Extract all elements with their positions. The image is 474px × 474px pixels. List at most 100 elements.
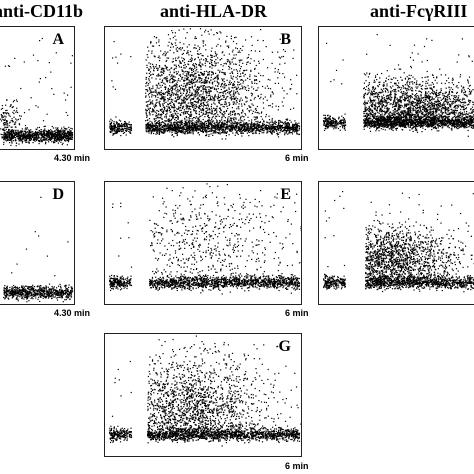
data-point — [250, 127, 252, 129]
data-point — [201, 73, 203, 75]
data-point — [164, 65, 166, 67]
data-point — [252, 123, 254, 125]
data-point — [211, 64, 213, 67]
data-point — [117, 130, 119, 133]
data-point — [191, 92, 193, 94]
data-point — [19, 138, 22, 140]
data-point — [38, 143, 40, 145]
data-point — [158, 60, 161, 62]
data-point — [224, 128, 226, 130]
data-point — [190, 108, 192, 110]
data-point — [253, 60, 255, 62]
data-point — [223, 126, 225, 128]
data-point — [207, 74, 209, 76]
data-point — [195, 89, 197, 91]
data-point — [240, 132, 242, 134]
data-point — [246, 125, 248, 127]
data-point — [184, 88, 186, 90]
data-point — [145, 59, 147, 61]
data-point — [281, 87, 283, 89]
data-point — [181, 98, 183, 100]
data-point — [152, 130, 154, 132]
data-point — [188, 119, 190, 121]
data-point — [177, 128, 179, 130]
data-point — [12, 137, 14, 139]
data-point — [153, 91, 155, 93]
data-point — [169, 81, 171, 84]
data-point — [260, 116, 262, 118]
data-point — [221, 58, 223, 60]
data-point — [6, 132, 8, 134]
data-point — [236, 70, 239, 72]
data-point — [159, 78, 161, 80]
data-point — [70, 138, 72, 140]
data-point — [203, 73, 205, 75]
panel-label-a: A — [52, 31, 64, 48]
data-point — [232, 132, 234, 134]
data-point — [276, 129, 278, 131]
data-point — [66, 136, 68, 138]
data-point — [165, 52, 167, 54]
data-point — [21, 134, 23, 136]
data-point — [159, 114, 161, 116]
data-point — [222, 72, 224, 74]
data-point — [279, 120, 281, 122]
data-point — [56, 131, 59, 133]
data-point — [148, 68, 150, 70]
data-point — [202, 91, 204, 93]
data-point — [205, 110, 208, 112]
data-point — [191, 104, 193, 106]
data-point — [24, 133, 27, 135]
data-point — [190, 78, 193, 80]
data-point — [160, 124, 162, 126]
data-point — [214, 80, 216, 82]
data-point — [239, 99, 241, 101]
data-point — [206, 107, 208, 109]
data-point — [238, 123, 241, 125]
data-point — [188, 121, 190, 123]
data-point — [191, 98, 193, 100]
data-point — [165, 120, 167, 122]
data-point — [152, 114, 154, 116]
data-point — [174, 106, 176, 108]
data-point — [202, 87, 204, 89]
data-point — [0, 128, 2, 130]
data-point — [109, 123, 111, 125]
data-point — [212, 72, 214, 74]
data-point — [117, 123, 119, 126]
data-point — [253, 132, 255, 134]
data-point — [175, 85, 177, 87]
data-point — [238, 113, 240, 115]
data-point — [173, 85, 175, 87]
data-point — [227, 126, 229, 128]
data-point — [201, 125, 203, 127]
scatter-plot-b — [109, 28, 301, 140]
data-point — [217, 114, 219, 116]
data-point — [178, 29, 180, 31]
data-point — [266, 121, 268, 123]
data-point — [15, 131, 17, 134]
data-point — [218, 82, 220, 84]
data-point — [223, 106, 225, 108]
data-point — [294, 126, 297, 129]
data-point — [36, 133, 38, 135]
data-point — [264, 125, 266, 127]
data-point — [266, 85, 268, 87]
data-point — [51, 135, 53, 138]
data-point — [177, 112, 179, 114]
data-point — [217, 122, 219, 124]
data-point — [286, 128, 288, 130]
data-point — [126, 128, 128, 130]
data-point — [178, 66, 180, 68]
data-point — [229, 80, 231, 82]
data-point — [211, 120, 213, 122]
data-point — [177, 118, 179, 120]
data-point — [193, 93, 195, 95]
data-point — [232, 103, 234, 105]
data-point — [182, 126, 184, 128]
data-point — [163, 128, 165, 130]
data-point — [194, 81, 196, 83]
data-point — [234, 37, 236, 39]
data-point — [184, 67, 186, 69]
data-point — [3, 133, 5, 135]
